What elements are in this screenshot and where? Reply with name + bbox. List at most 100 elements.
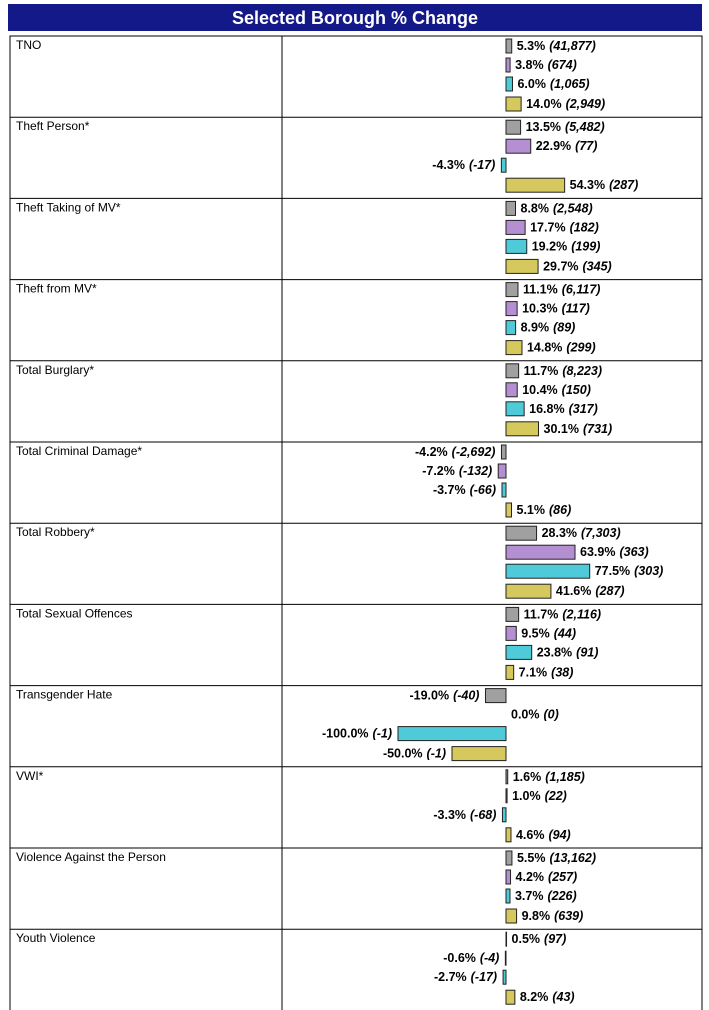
count-label: (-68) xyxy=(470,808,496,822)
bar xyxy=(505,664,515,680)
value-label: 11.7% xyxy=(524,364,559,378)
count-label: (731) xyxy=(583,422,612,436)
bar xyxy=(505,931,508,947)
category-label: Total Robbery* xyxy=(16,525,95,539)
data-label: 14.0% (2,949) xyxy=(526,97,605,111)
value-label: 17.7% xyxy=(530,221,565,235)
count-label: (674) xyxy=(548,58,577,72)
bar xyxy=(505,502,513,518)
value-label: 8.2% xyxy=(520,990,549,1004)
data-label: -2.7% (-17) xyxy=(434,970,497,984)
value-label: -100.0% xyxy=(322,727,369,741)
bar xyxy=(505,989,516,1005)
count-label: (91) xyxy=(576,646,598,660)
bar xyxy=(505,401,525,417)
data-label: -7.2% (-132) xyxy=(422,464,492,478)
count-label: (97) xyxy=(544,932,566,946)
value-label: 4.2% xyxy=(516,870,545,884)
value-label: 5.1% xyxy=(517,503,546,517)
category-label: Theft from MV* xyxy=(16,282,97,296)
value-label: 19.2% xyxy=(532,240,567,254)
value-label: 8.8% xyxy=(521,202,550,216)
value-label: 28.3% xyxy=(542,526,577,540)
count-label: (150) xyxy=(562,383,591,397)
count-label: (8,223) xyxy=(562,364,602,378)
count-label: (2,949) xyxy=(566,97,606,111)
category-label: Total Sexual Offences xyxy=(16,606,133,620)
count-label: (-132) xyxy=(459,464,492,478)
value-label: 7.1% xyxy=(519,666,548,680)
bar xyxy=(505,827,512,843)
count-label: (-1) xyxy=(373,727,392,741)
count-label: (199) xyxy=(571,240,600,254)
data-label: 63.9% (363) xyxy=(580,545,649,559)
data-label: -100.0% (-1) xyxy=(322,727,392,741)
bar xyxy=(484,688,507,704)
value-label: 22.9% xyxy=(536,139,571,153)
bar xyxy=(505,525,538,541)
value-label: 63.9% xyxy=(580,545,615,559)
bar xyxy=(501,482,507,498)
data-label: 8.2% (43) xyxy=(520,990,575,1004)
count-label: (-40) xyxy=(453,689,479,703)
value-label: 0.0% xyxy=(511,708,540,722)
data-label: 14.8% (299) xyxy=(527,341,596,355)
data-label: -3.3% (-68) xyxy=(433,808,496,822)
bar xyxy=(505,625,517,641)
data-label: 0.5% (97) xyxy=(512,932,567,946)
value-label: 14.8% xyxy=(527,341,562,355)
value-label: 14.0% xyxy=(526,97,561,111)
data-label: 5.1% (86) xyxy=(517,503,572,517)
bar xyxy=(505,119,522,135)
value-label: 77.5% xyxy=(595,564,630,578)
bar xyxy=(505,544,576,560)
value-label: 16.8% xyxy=(529,402,564,416)
count-label: (-66) xyxy=(470,483,496,497)
count-label: (89) xyxy=(553,321,575,335)
value-label: 1.0% xyxy=(512,789,541,803)
data-label: 1.6% (1,185) xyxy=(513,770,585,784)
data-label: 19.2% (199) xyxy=(532,240,601,254)
count-label: (363) xyxy=(619,545,648,559)
bar xyxy=(501,807,507,823)
data-label: 9.8% (639) xyxy=(522,909,584,923)
value-label: 5.3% xyxy=(517,39,546,53)
category-label: TNO xyxy=(16,38,41,52)
category-label: Youth Violence xyxy=(16,931,96,945)
bar xyxy=(504,950,507,966)
bar xyxy=(505,850,513,866)
bar xyxy=(505,340,523,356)
bar xyxy=(505,888,511,904)
value-label: 4.6% xyxy=(516,828,545,842)
count-label: (-1) xyxy=(427,747,446,761)
bar xyxy=(505,421,540,437)
category-label: Total Burglary* xyxy=(16,363,94,377)
category-label: Transgender Hate xyxy=(16,688,113,702)
count-label: (77) xyxy=(575,139,597,153)
count-label: (317) xyxy=(569,402,598,416)
category-label: Violence Against the Person xyxy=(16,850,166,864)
count-label: (226) xyxy=(547,889,576,903)
value-label: -3.7% xyxy=(433,483,466,497)
title-bar xyxy=(8,4,702,31)
data-label: 8.9% (89) xyxy=(521,321,576,335)
count-label: (86) xyxy=(549,503,571,517)
count-label: (-17) xyxy=(469,158,495,172)
data-label: 30.1% (731) xyxy=(544,422,613,436)
count-label: (94) xyxy=(548,828,570,842)
value-label: 9.8% xyxy=(522,909,551,923)
data-label: -4.2% (-2,692) xyxy=(415,445,495,459)
value-label: 23.8% xyxy=(537,646,572,660)
bar xyxy=(505,177,566,193)
data-label: 16.8% (317) xyxy=(529,402,598,416)
data-label: 1.0% (22) xyxy=(512,789,567,803)
chart-title: Selected Borough % Change xyxy=(232,8,478,28)
count-label: (38) xyxy=(551,666,573,680)
data-label: 4.2% (257) xyxy=(516,870,578,884)
data-label: 41.6% (287) xyxy=(556,584,625,598)
count-label: (257) xyxy=(548,870,577,884)
value-label: 13.5% xyxy=(526,120,561,134)
count-label: (7,303) xyxy=(581,526,621,540)
bar xyxy=(505,238,528,254)
data-label: 28.3% (7,303) xyxy=(542,526,621,540)
